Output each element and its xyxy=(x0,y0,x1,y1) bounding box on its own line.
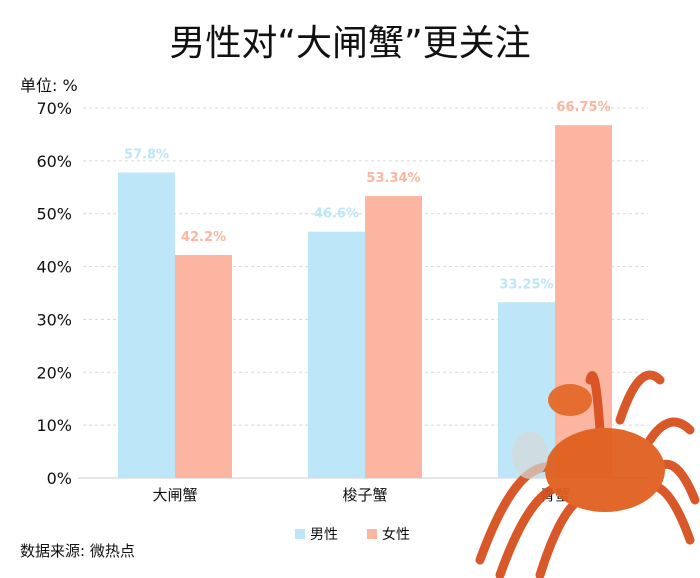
data-label: 33.25% xyxy=(499,277,553,292)
bar-女性 xyxy=(365,196,422,478)
y-tick-label: 0% xyxy=(47,469,72,488)
y-axis-unit: 单位: % xyxy=(20,76,78,95)
bar-男性 xyxy=(308,231,365,478)
data-label: 57.8% xyxy=(124,147,169,162)
y-tick-label: 30% xyxy=(36,310,72,329)
y-tick-label: 70% xyxy=(36,99,72,118)
legend-label: 女性 xyxy=(382,526,410,543)
bar-女性 xyxy=(175,254,232,478)
bar-男性 xyxy=(118,172,175,478)
y-tick-label: 10% xyxy=(36,416,72,435)
chart-title: 男性对“大闸蟹”更关注 xyxy=(169,23,531,64)
x-tick-label: 梭子蟹 xyxy=(342,486,387,504)
data-source: 数据来源: 微热点 xyxy=(20,542,135,560)
data-label: 42.2% xyxy=(181,230,226,245)
legend-swatch xyxy=(367,529,377,539)
y-tick-label: 40% xyxy=(36,258,72,277)
data-label: 66.75% xyxy=(556,100,610,115)
data-label: 53.34% xyxy=(366,171,420,186)
data-label: 46.6% xyxy=(314,207,359,222)
y-tick-label: 20% xyxy=(36,363,72,382)
y-tick-label: 50% xyxy=(36,205,72,224)
legend-label: 男性 xyxy=(310,527,338,543)
x-tick-label: 大闸蟹 xyxy=(152,486,197,504)
crab-image xyxy=(475,370,700,578)
legend-swatch xyxy=(295,529,305,539)
y-tick-label: 60% xyxy=(36,152,72,171)
